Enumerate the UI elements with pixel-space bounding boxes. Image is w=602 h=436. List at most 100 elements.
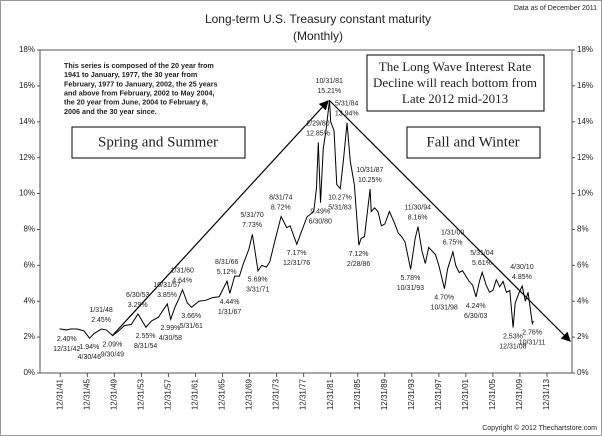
y2-tick-label: 16% [577, 81, 593, 90]
annotation-date: 10/31/57 [153, 282, 180, 289]
data-note: Data as of December 2011 [514, 5, 597, 12]
annotation-date: 1/31/67 [218, 309, 241, 316]
x-tick-label: 12/31/73 [272, 378, 281, 410]
annotation-date: 4/30/58 [159, 335, 182, 342]
y-tick-label: 4% [23, 296, 35, 305]
chart-subtitle: (Monthly) [293, 29, 343, 43]
annotation-value: 8.16% [408, 214, 428, 221]
y-tick-label: 16% [19, 81, 35, 90]
y-tick-label: 0% [23, 368, 35, 377]
annotation-date: 12/31/76 [283, 260, 310, 267]
x-tick-label: 12/31/97 [434, 378, 443, 410]
annotation-value: 6.75% [443, 240, 463, 247]
x-tick-label: 12/31/93 [407, 378, 416, 410]
forecast-line: Late 2012 mid-2013 [402, 91, 508, 106]
y-tick-label: 8% [23, 225, 35, 234]
annotation-value: 4.64% [172, 278, 192, 285]
annotation-value: 4.44% [220, 299, 240, 306]
decline-arrow [329, 100, 571, 342]
y2-tick-label: 6% [577, 260, 589, 269]
series-note-box [62, 60, 258, 114]
annotation-value: 3.66% [181, 313, 201, 320]
y2-tick-label: 12% [577, 153, 593, 162]
left-box [71, 126, 246, 159]
annotation-date: 5/31/61 [180, 323, 203, 330]
annotation-value: 5.78% [400, 275, 420, 282]
annotation-value: 7.12% [349, 251, 369, 258]
annotation-value: 2.55% [136, 333, 156, 340]
y-tick-label: 14% [19, 117, 35, 126]
annotation-value: 5.61% [472, 260, 492, 267]
annotation-value: 2.40% [57, 336, 77, 343]
annotation-value: 7.17% [287, 250, 307, 257]
annotation-value: 12.85% [306, 130, 330, 137]
annotation-date: 10/31/93 [397, 285, 424, 292]
annotation-value: 3.29% [128, 302, 148, 309]
annotation-value: 10.27% [328, 195, 352, 202]
annotation-value: 13.94% [335, 111, 359, 118]
y2-tick-label: 2% [577, 332, 589, 341]
forecast-line: The Long Wave Interest Rate [379, 59, 532, 74]
annotation-date: 3/31/71 [246, 287, 269, 294]
x-tick-label: 12/31/53 [137, 378, 146, 410]
chart-title: Long-term U.S. Treasury constant maturit… [205, 12, 431, 26]
annotation-value: 5.12% [217, 269, 237, 276]
annotation-value: 4.70% [434, 295, 454, 302]
annotation-date: 6/30/53 [126, 292, 149, 299]
y2-tick-label: 8% [577, 225, 589, 234]
x-tick-label: 12/31/05 [488, 378, 497, 410]
y-tick-label: 12% [19, 153, 35, 162]
copyright: Copyright © 2012 Thechartstore.com [482, 424, 597, 432]
annotation-date: 2/29/80 [306, 120, 329, 127]
x-tick-label: 12/31/49 [109, 378, 118, 410]
right-box [406, 126, 541, 159]
annotation-date: 5/31/70 [240, 212, 263, 219]
annotation-date: 10/31/98 [431, 305, 458, 312]
annotation-date: 8/31/54 [134, 343, 157, 350]
annotation-value: 10.25% [358, 177, 382, 184]
annotation-date: 12/31/08 [499, 343, 526, 350]
series-note-line: 1941 to January, 1977, the 30 year from [64, 70, 197, 79]
annotation-date: 5/31/83 [328, 205, 351, 212]
y2-tick-label: 4% [577, 296, 589, 305]
annotation-date: 12/31/42 [53, 346, 80, 353]
annotation-value: 2.53% [503, 333, 523, 340]
y2-tick-label: 10% [577, 189, 593, 198]
annotation-date: 10/31/87 [356, 167, 383, 174]
annotation-value: 4.24% [466, 303, 486, 310]
annotation-value: 2.09% [102, 341, 122, 348]
y-tick-label: 18% [19, 45, 35, 54]
annotation-date: 8/31/66 [215, 259, 238, 266]
left-box-text: Spring and Summer [98, 134, 218, 150]
annotation-date: 10/31/81 [316, 78, 343, 85]
annotation-value: 4.85% [512, 274, 532, 281]
plot-frame [39, 49, 573, 374]
y-tick-label: 10% [19, 189, 35, 198]
annotation-date: 5/31/84 [335, 101, 358, 108]
annotation-value: 2.76% [522, 329, 542, 336]
annotation-date: 4/30/46 [78, 354, 101, 361]
annotation-value: 7.73% [242, 222, 262, 229]
rise-arrow [111, 100, 329, 337]
annotation-date: 1/31/00 [441, 230, 464, 237]
annotation-value: 3.85% [157, 292, 177, 299]
annotation-date: 2/28/86 [347, 261, 370, 268]
annotation-date: 10/31/11 [519, 339, 546, 346]
x-tick-label: 12/31/77 [299, 378, 308, 410]
annotation-value: 5.69% [248, 277, 268, 284]
x-tick-label: 12/31/85 [353, 378, 362, 410]
annotation-date: 8/31/74 [269, 194, 292, 201]
x-tick-label: 12/31/61 [191, 378, 200, 410]
y2-tick-label: 0% [577, 368, 589, 377]
x-tick-label: 12/31/09 [515, 378, 524, 410]
annotation-value: 2.99% [160, 325, 180, 332]
series-note-line: the 20 year from June, 2004 to February … [64, 98, 208, 107]
x-tick-label: 12/31/69 [245, 378, 254, 410]
series-note-line: and above from February, 2002 to May 200… [64, 89, 214, 98]
annotation-date: 4/30/10 [510, 264, 533, 271]
annotation-date: 11/30/94 [404, 204, 431, 211]
y2-tick-label: 14% [577, 117, 593, 126]
forecast-box [366, 54, 545, 112]
x-tick-label: 12/31/45 [82, 378, 91, 410]
